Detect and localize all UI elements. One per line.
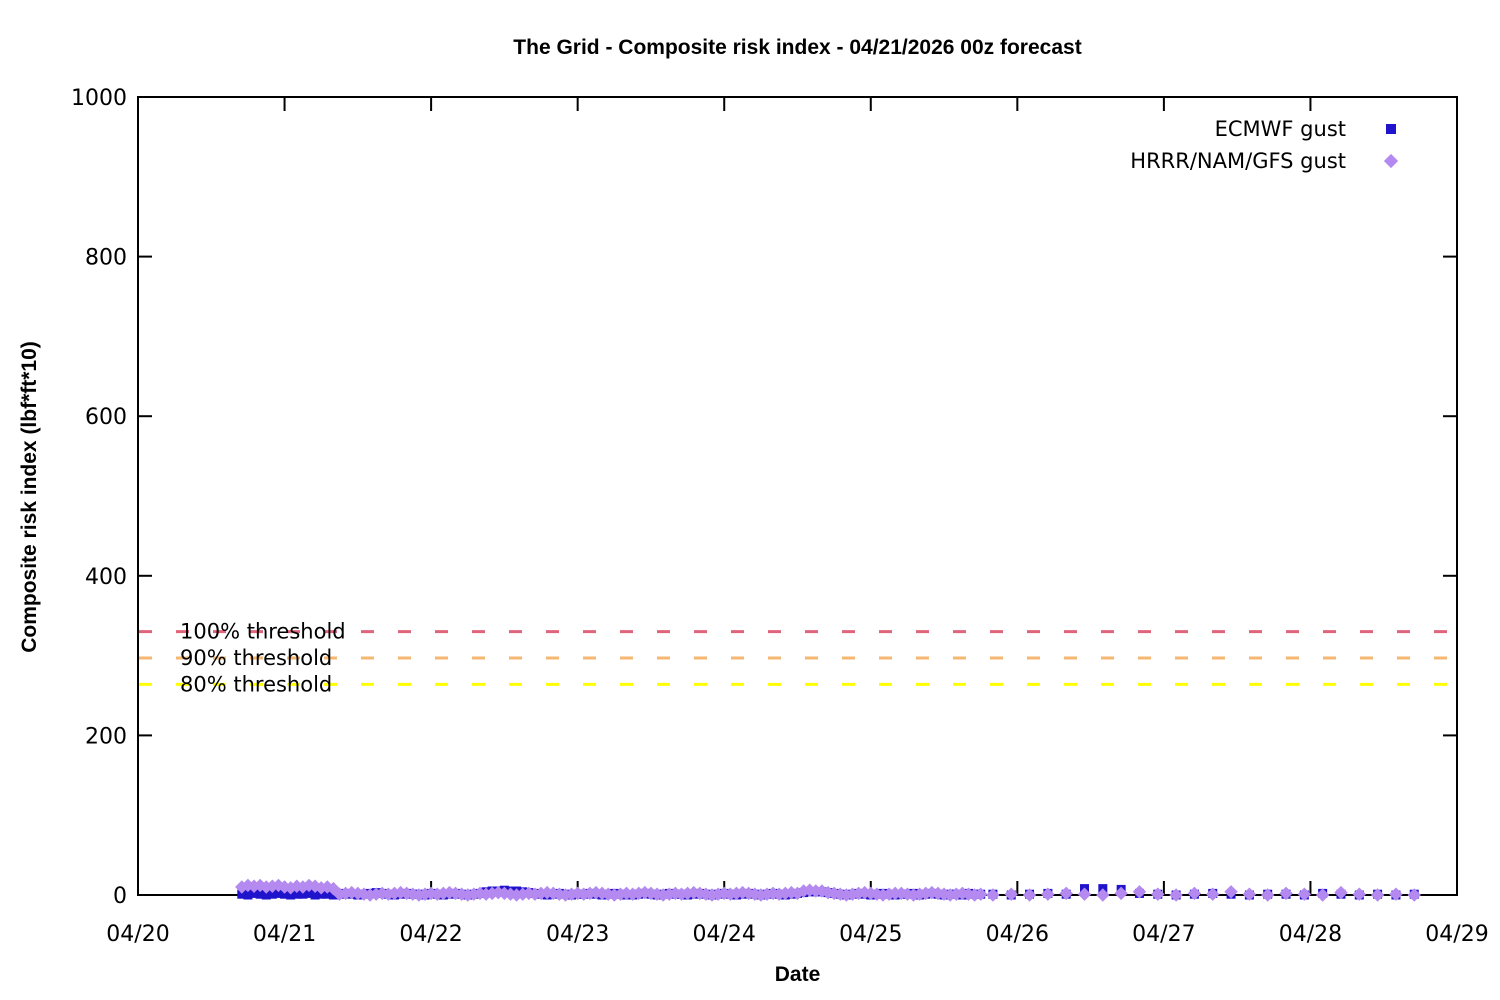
y-tick-label: 1000 — [71, 86, 127, 111]
x-tick-label: 04/22 — [399, 922, 462, 947]
x-tick-label: 04/25 — [839, 922, 902, 947]
x-tick-label: 04/23 — [546, 922, 609, 947]
x-axis-title: Date — [774, 963, 821, 986]
threshold-label: 100% threshold — [180, 620, 346, 644]
plot-border — [137, 96, 1458, 896]
x-tick-label: 04/21 — [253, 922, 316, 947]
y-tick-label: 800 — [85, 246, 127, 271]
legend: ECMWF gust HRRR/NAM/GFS gust — [1130, 113, 1436, 177]
chart-title: The Grid - Composite risk index - 04/21/… — [513, 36, 1082, 59]
x-tick-label: 04/20 — [106, 922, 169, 947]
y-axis-title: Composite risk index (lbf*ft*10) — [18, 341, 41, 653]
x-tick-label: 04/24 — [693, 922, 756, 947]
legend-label-hrrr: HRRR/NAM/GFS gust — [1130, 149, 1346, 173]
legend-row-hrrr: HRRR/NAM/GFS gust — [1130, 145, 1436, 177]
legend-label-ecmwf: ECMWF gust — [1214, 117, 1346, 141]
square-marker-icon — [1386, 124, 1396, 134]
threshold-label: 90% threshold — [180, 646, 332, 670]
y-tick-label: 600 — [85, 405, 127, 430]
y-tick-label: 200 — [85, 724, 127, 749]
y-tick-label: 400 — [85, 565, 127, 590]
diamond-marker-icon — [1383, 153, 1399, 169]
threshold-label: 80% threshold — [180, 672, 332, 696]
x-tick-label: 04/29 — [1425, 922, 1488, 947]
y-axis-ticks: 0 200 400 600 800 1000 — [71, 86, 1457, 909]
x-axis-ticks: 04/20 04/21 04/22 04/23 04/24 04/25 04/26 04/27… — [106, 97, 1489, 947]
hrrr-nam-gfs-gust-points — [235, 878, 1421, 902]
legend-row-ecmwf: ECMWF gust — [1130, 113, 1436, 145]
x-tick-label: 04/27 — [1132, 922, 1195, 947]
x-tick-label: 04/28 — [1279, 922, 1342, 947]
y-tick-label: 0 — [113, 884, 127, 909]
x-tick-label: 04/26 — [986, 922, 1049, 947]
